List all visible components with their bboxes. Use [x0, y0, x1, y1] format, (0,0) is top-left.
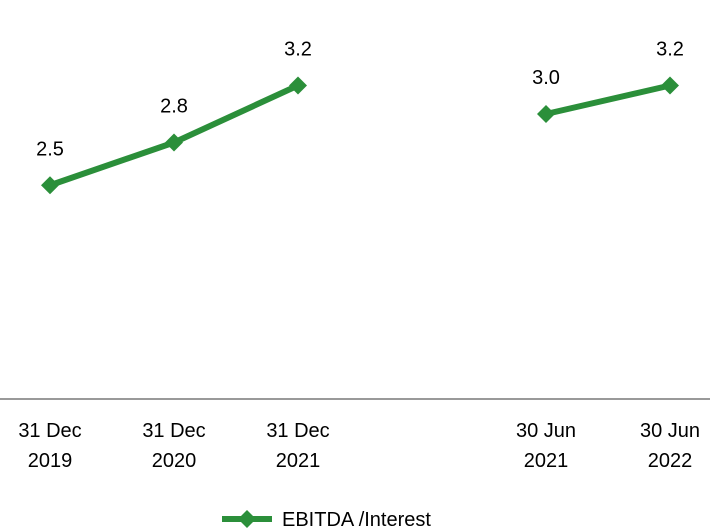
data-label: 3.0 [532, 67, 560, 89]
marker [41, 176, 59, 195]
marker [537, 105, 555, 123]
data-label: 2.5 [36, 138, 64, 160]
x-tick-label: 30 Jun 2021 [515, 420, 577, 472]
x-tick-label: 31 Dec 2019 [18, 420, 82, 472]
marker [661, 76, 679, 95]
marker [289, 76, 307, 95]
x-tick-label: 31 Dec 2020 [142, 420, 206, 472]
legend-label: EBITDA /Interest [282, 509, 431, 531]
x-tick-label: 31 Dec 2021 [266, 420, 330, 472]
data-label: 2.8 [160, 96, 188, 118]
x-tick-label: 30 Jun 2022 [639, 420, 701, 472]
data-label: 3.2 [284, 39, 312, 61]
line [49, 82, 671, 189]
marker [165, 133, 183, 152]
legend-marker [238, 510, 256, 528]
data-label: 3.2 [656, 39, 684, 61]
